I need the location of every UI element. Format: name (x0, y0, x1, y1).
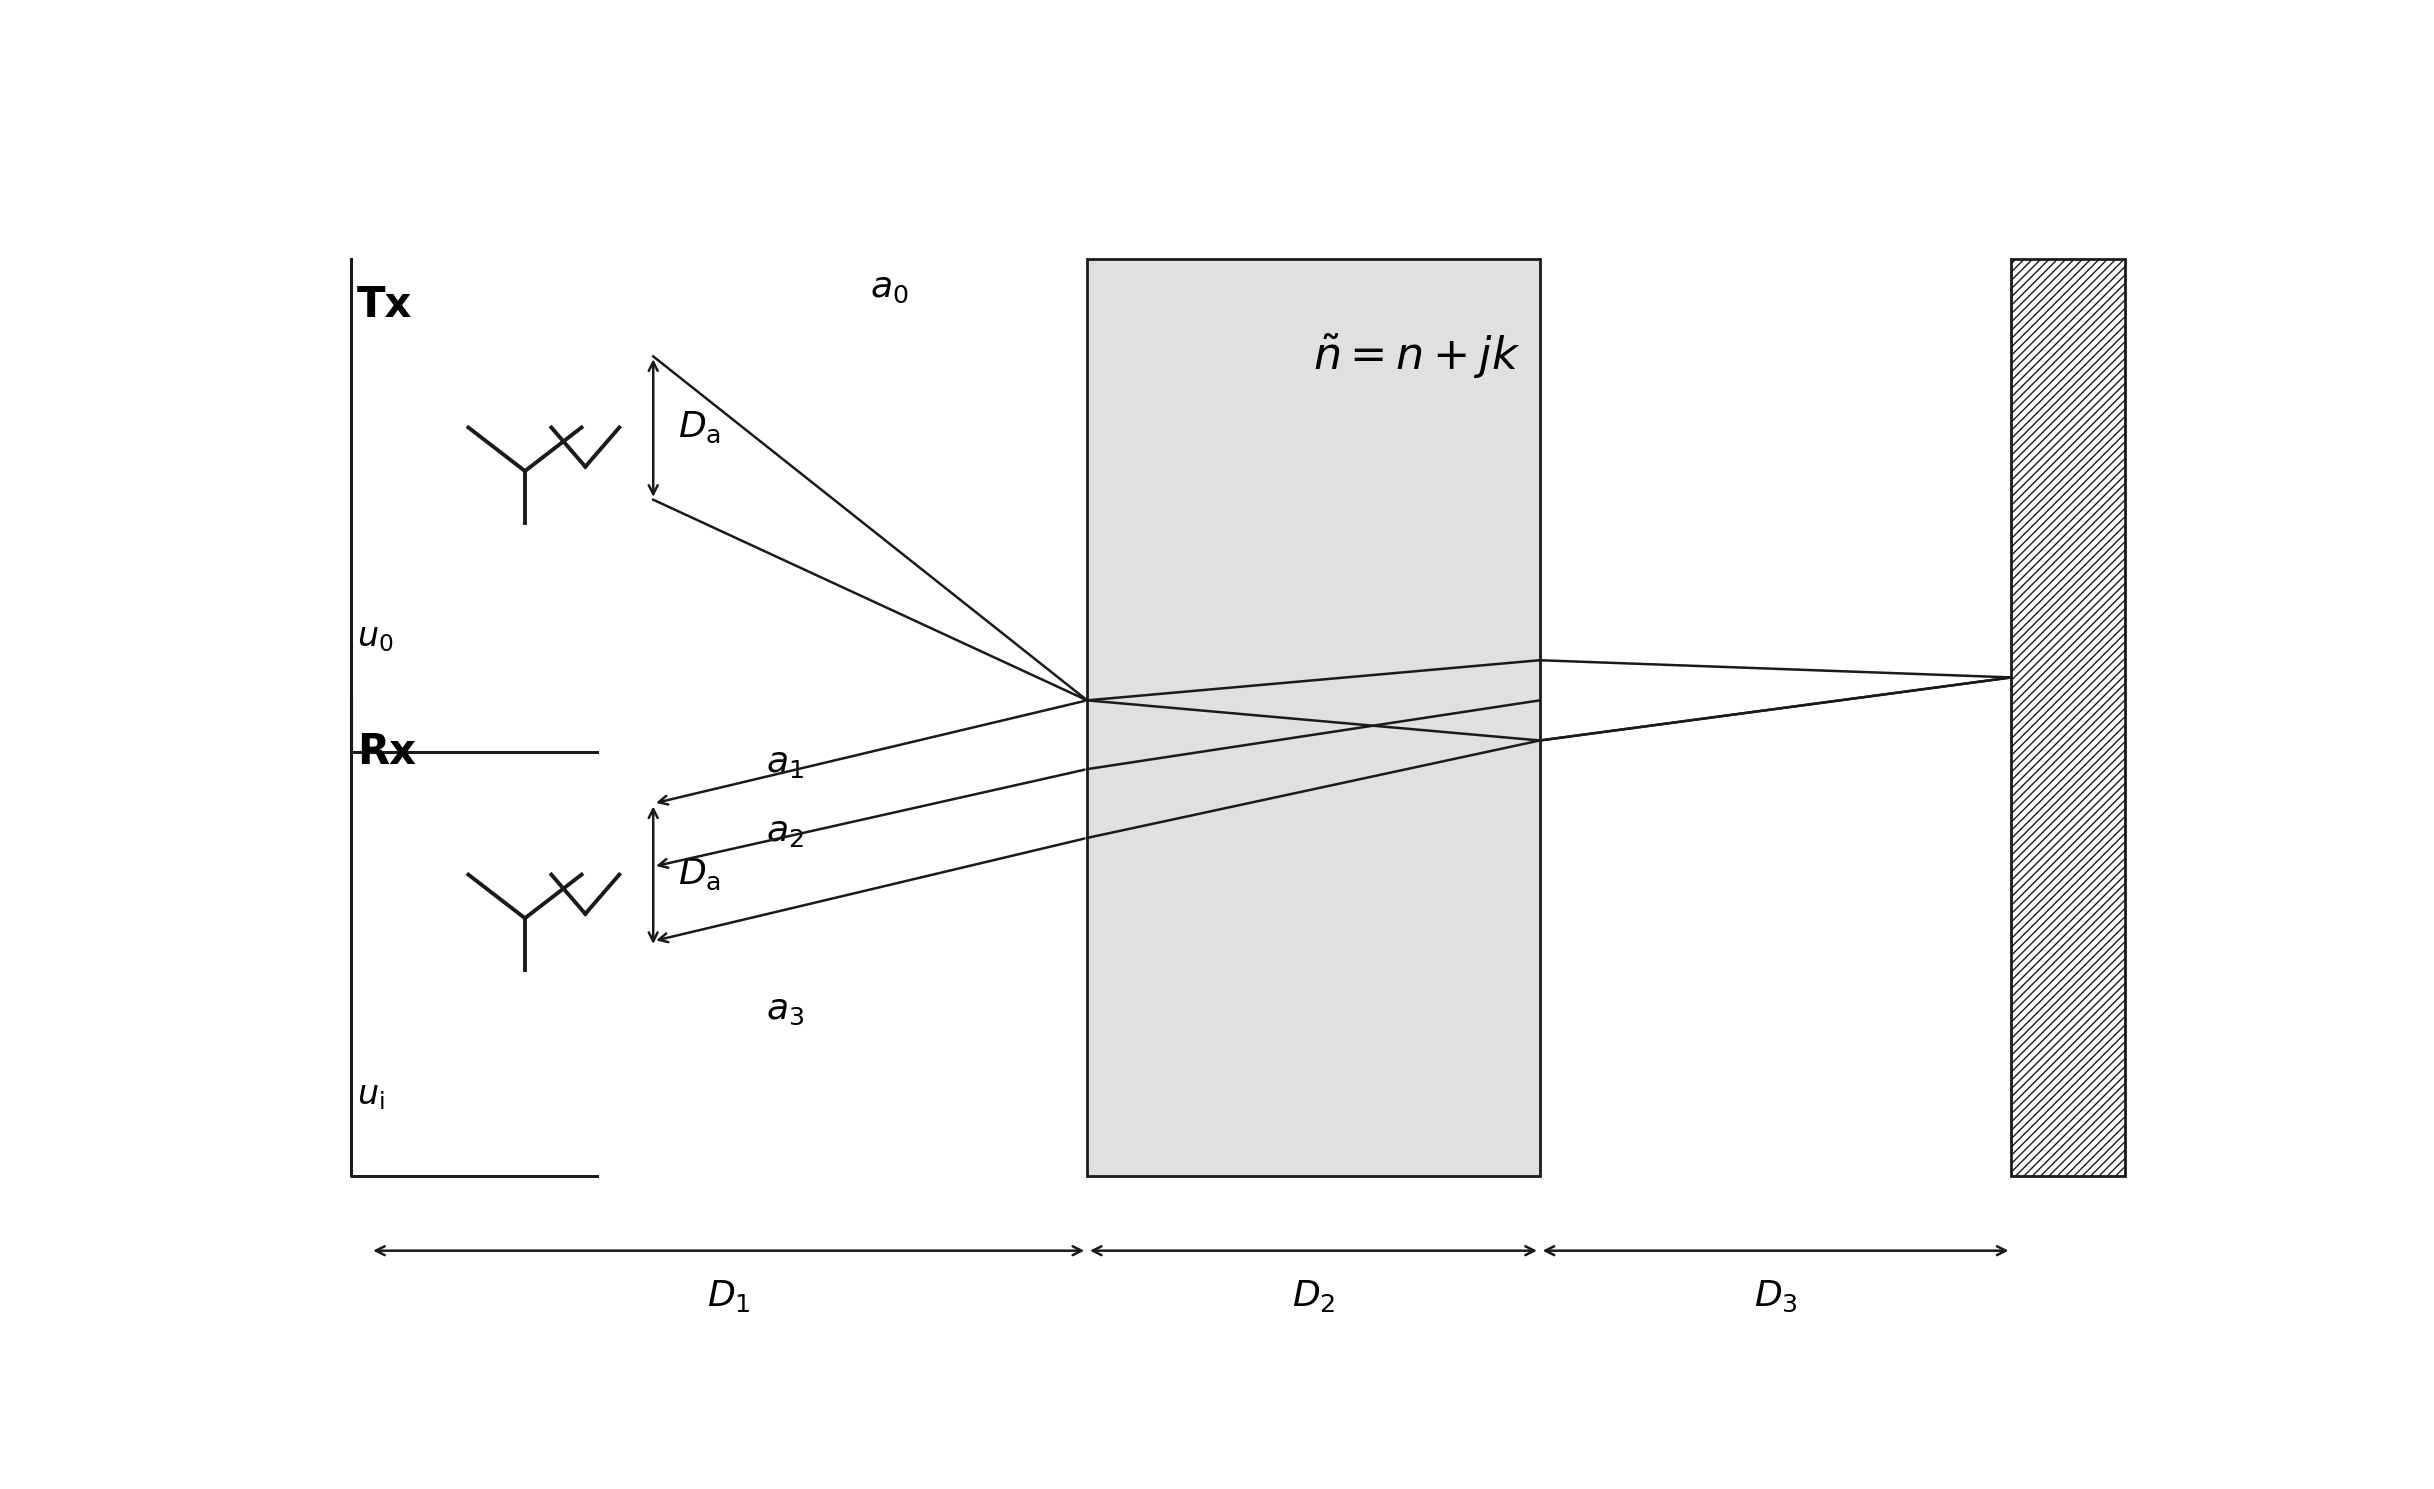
Text: $u_0$: $u_0$ (358, 621, 394, 654)
Text: Rx: Rx (358, 731, 416, 773)
Text: $\tilde{n} = n + jk$: $\tilde{n} = n + jk$ (1314, 332, 1521, 381)
Text: $D_2$: $D_2$ (1292, 1278, 1336, 1313)
Text: $D_\mathrm{a}$: $D_\mathrm{a}$ (677, 409, 720, 445)
Bar (1088, 259, 1541, 1176)
Text: $a_1$: $a_1$ (767, 746, 803, 780)
Bar (2010, 259, 2125, 1176)
Text: $D_3$: $D_3$ (1752, 1279, 1799, 1313)
Text: Tx: Tx (358, 284, 411, 326)
Text: $a_0$: $a_0$ (871, 271, 908, 305)
Text: $a_2$: $a_2$ (767, 814, 803, 849)
Text: $u_\mathrm{i}$: $u_\mathrm{i}$ (358, 1080, 385, 1112)
Text: $D_1$: $D_1$ (706, 1278, 750, 1313)
Text: $D_\mathrm{a}$: $D_\mathrm{a}$ (677, 858, 720, 892)
Text: $a_3$: $a_3$ (767, 993, 803, 1027)
